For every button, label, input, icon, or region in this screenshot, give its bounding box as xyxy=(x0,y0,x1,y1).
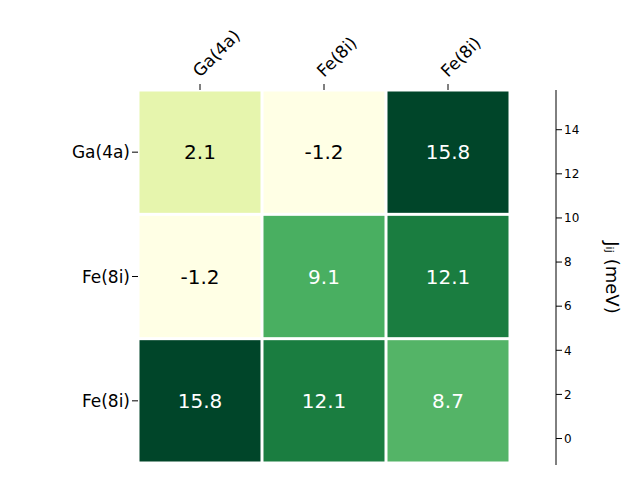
svg-text:9.1: 9.1 xyxy=(308,265,340,289)
svg-text:Jᵢⱼ (meV): Jᵢⱼ (meV) xyxy=(602,240,623,313)
svg-text:Ga(4a): Ga(4a) xyxy=(72,142,130,162)
svg-text:-1.2: -1.2 xyxy=(180,265,219,289)
svg-text:Fe(8i): Fe(8i) xyxy=(313,33,361,81)
svg-text:15.8: 15.8 xyxy=(178,389,223,413)
svg-text:0: 0 xyxy=(564,432,572,446)
svg-text:6: 6 xyxy=(564,299,572,313)
svg-text:12.1: 12.1 xyxy=(426,265,471,289)
svg-text:8.7: 8.7 xyxy=(432,389,464,413)
svg-text:15.8: 15.8 xyxy=(426,140,471,164)
svg-text:2.1: 2.1 xyxy=(184,140,216,164)
svg-text:12: 12 xyxy=(564,167,579,181)
svg-text:-1.2: -1.2 xyxy=(304,140,343,164)
svg-text:Fe(8i): Fe(8i) xyxy=(82,391,130,411)
svg-text:Fe(8i): Fe(8i) xyxy=(437,33,485,81)
svg-text:12.1: 12.1 xyxy=(302,389,347,413)
svg-text:Ga(4a): Ga(4a) xyxy=(189,26,244,81)
svg-text:Fe(8i): Fe(8i) xyxy=(82,267,130,287)
svg-text:4: 4 xyxy=(564,344,572,358)
svg-text:14: 14 xyxy=(564,123,579,137)
svg-text:2: 2 xyxy=(564,388,572,402)
svg-text:10: 10 xyxy=(564,211,579,225)
svg-text:8: 8 xyxy=(564,255,572,269)
